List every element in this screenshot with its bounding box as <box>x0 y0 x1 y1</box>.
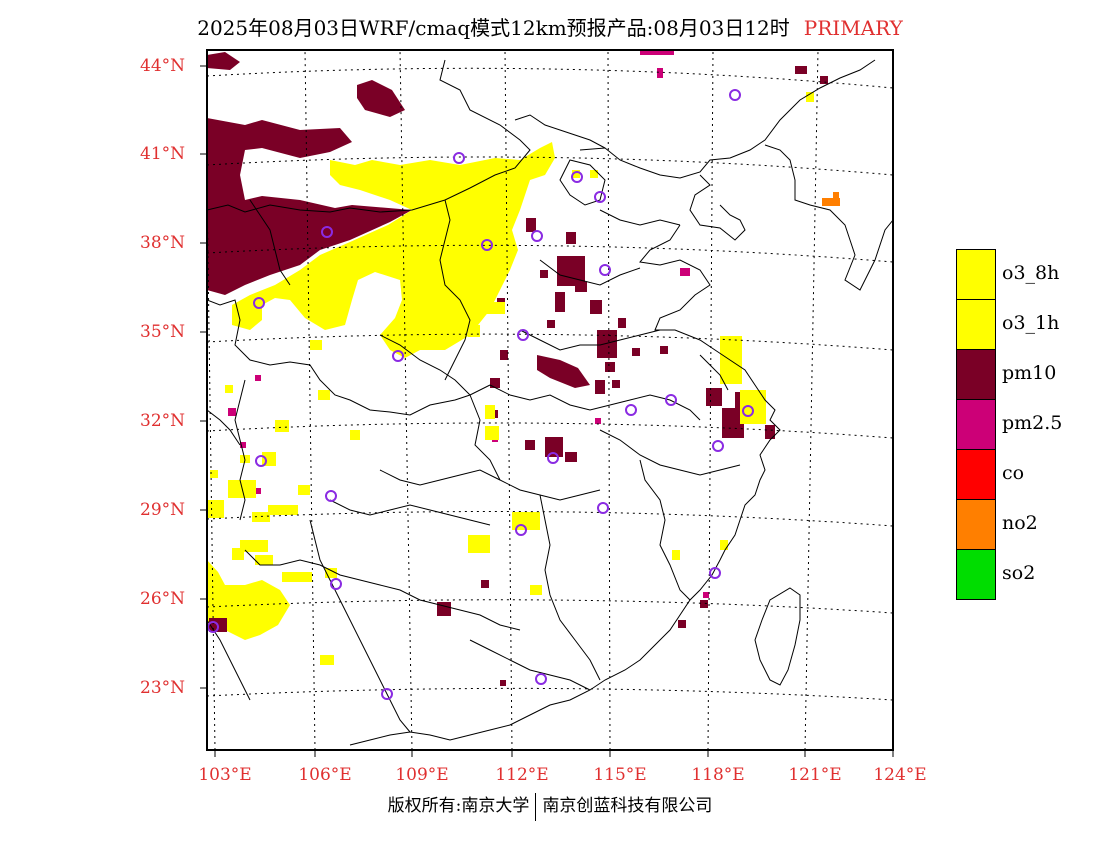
lat-tick-label: 26°N <box>140 589 186 609</box>
station-circle-icon <box>594 191 606 203</box>
station-circle-icon <box>531 230 543 242</box>
station-circle-icon <box>625 404 637 416</box>
lon-tick-label: 118°E <box>691 765 745 785</box>
legend-label: pm2.5 <box>1002 412 1063 434</box>
station-circle-icon <box>255 455 267 467</box>
lon-tick-label: 124°E <box>873 765 927 785</box>
station-circle-icon <box>742 405 754 417</box>
lon-tick-label: 109°E <box>395 765 449 785</box>
legend-swatch <box>956 299 996 350</box>
legend-item-o3-8h: o3_8h <box>956 249 1059 300</box>
lat-tick-label: 35°N <box>140 322 186 342</box>
graticule <box>207 50 893 750</box>
primary-tag: PRIMARY <box>803 16 903 40</box>
lat-tick-label: 32°N <box>140 411 186 431</box>
lon-tick-label: 121°E <box>788 765 842 785</box>
station-circle-icon <box>392 350 404 362</box>
lon-tick-label: 112°E <box>495 765 549 785</box>
copyright-right: 南京创蓝科技有限公司 <box>542 796 713 816</box>
lon-tick-label: 106°E <box>298 765 352 785</box>
legend-swatch <box>956 549 996 600</box>
legend-item-no2: no2 <box>956 499 1038 550</box>
station-circle-icon <box>381 688 393 700</box>
legend-swatch <box>956 499 996 550</box>
station-circle-icon <box>453 152 465 164</box>
station-circle-icon <box>571 171 583 183</box>
pollutant-legend: o3_8h o3_1h pm10 pm2.5 co no2 so2 <box>956 249 1062 600</box>
station-circle-icon <box>517 329 529 341</box>
station-circle-icon <box>321 226 333 238</box>
legend-label: so2 <box>1002 562 1036 584</box>
lon-tick-label: 103°E <box>198 765 252 785</box>
station-circle-icon <box>325 490 337 502</box>
legend-swatch <box>956 249 996 300</box>
station-circle-icon <box>709 567 721 579</box>
legend-item-pm10: pm10 <box>956 349 1056 400</box>
boundaries <box>207 59 893 746</box>
o3-field <box>207 92 814 665</box>
legend-item-so2: so2 <box>956 549 1035 600</box>
station-markers <box>207 89 754 700</box>
map-title: 2025年08月03日WRF/cmaq模式12km预报产品:08月03日12时 P… <box>0 12 1100 41</box>
station-circle-icon <box>535 673 547 685</box>
station-circle-icon <box>515 524 527 536</box>
station-circle-icon <box>547 452 559 464</box>
footer-divider <box>535 792 537 821</box>
station-circle-icon <box>729 89 741 101</box>
no2-field <box>822 192 840 206</box>
legend-label: co <box>1002 462 1025 484</box>
legend-item-co: co <box>956 449 1025 500</box>
legend-item-o3-1h: o3_1h <box>956 299 1059 350</box>
title-text: 2025年08月03日WRF/cmaq模式12km预报产品:08月03日12时 <box>197 16 790 40</box>
station-circle-icon <box>597 502 609 514</box>
legend-swatch <box>956 399 996 450</box>
legend-label: no2 <box>1002 512 1038 534</box>
lat-tick-label: 44°N <box>140 56 186 76</box>
lon-tick-label: 115°E <box>593 765 647 785</box>
legend-swatch <box>956 449 996 500</box>
station-circle-icon <box>712 440 724 452</box>
legend-label: o3_8h <box>1002 262 1060 284</box>
tick-marks <box>200 65 894 757</box>
lat-tick-label: 29°N <box>140 500 186 520</box>
copyright-footer: 版权所有:南京大学 南京创蓝科技有限公司 <box>0 791 1100 821</box>
station-circle-icon <box>665 394 677 406</box>
legend-label: o3_1h <box>1002 312 1060 334</box>
lat-tick-label: 38°N <box>140 233 186 253</box>
station-circle-icon <box>253 297 265 309</box>
station-circle-icon <box>481 239 493 251</box>
legend-item-pm25: pm2.5 <box>956 399 1062 450</box>
legend-swatch <box>956 349 996 400</box>
station-circle-icon <box>330 578 342 590</box>
station-circle-icon <box>599 264 611 276</box>
copyright-left: 版权所有:南京大学 <box>387 796 530 816</box>
legend-label: pm10 <box>1002 362 1057 384</box>
lat-tick-label: 23°N <box>140 678 186 698</box>
lat-tick-label: 41°N <box>140 144 186 164</box>
plot-frame <box>206 49 894 751</box>
